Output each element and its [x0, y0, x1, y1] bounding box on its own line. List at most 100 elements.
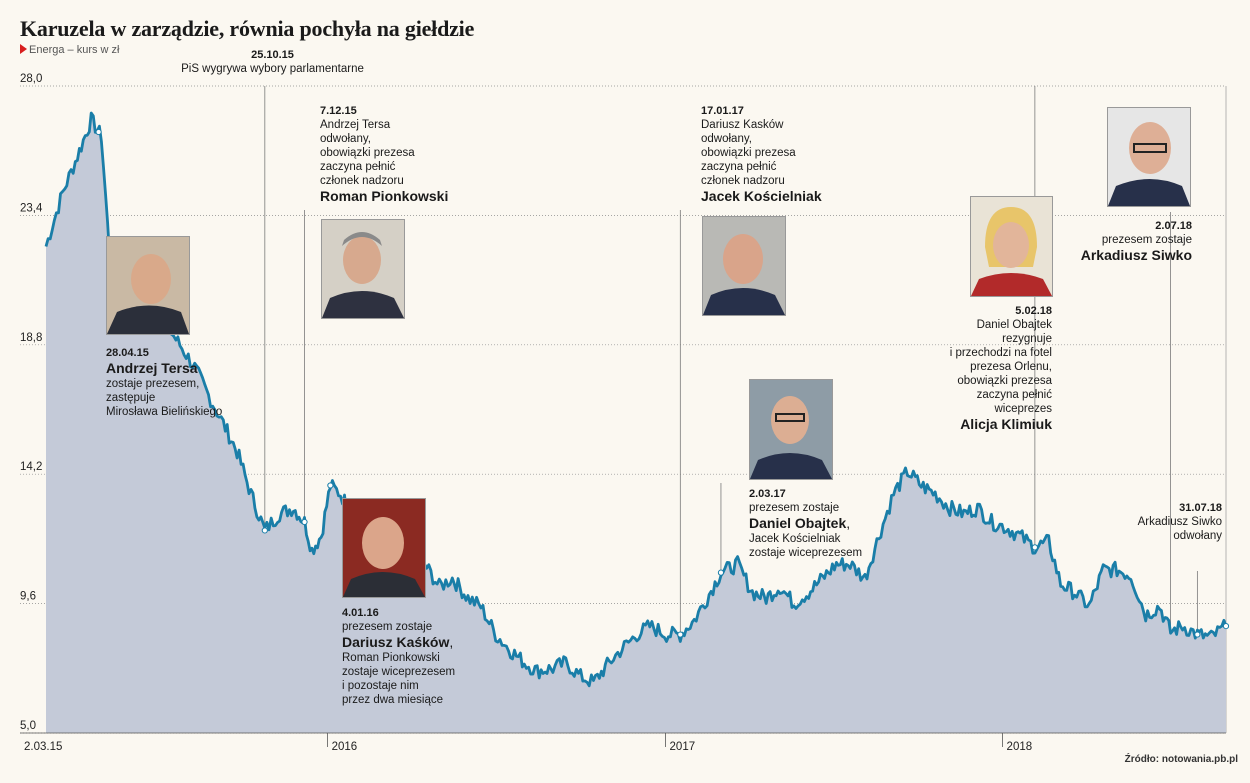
event-text: rezygnuje [1002, 333, 1052, 345]
event-text: Arkadiusz Siwko [1137, 516, 1222, 528]
event-text: Daniel Obajtek [976, 319, 1052, 331]
y-tick-label: 23,4 [20, 202, 43, 214]
event-text: członek nadzoru [701, 175, 785, 187]
source-note: Źródło: notowania.pb.pl [1124, 754, 1238, 765]
portrait-obajtek [749, 379, 833, 480]
x-axis: 2.03.15 2016 2017 2018 [20, 732, 1226, 753]
event-text: Dariusz Kasków [701, 119, 784, 131]
event-date: 17.01.17 [701, 105, 744, 117]
x-tick-label: 2016 [332, 741, 358, 753]
portrait-kaskow [342, 498, 426, 598]
event-text: odwołany [1173, 530, 1222, 542]
x-tick-label: 2.03.15 [24, 741, 62, 753]
event-text: prezesem zostaje [342, 621, 433, 633]
event-pis: 25.10.15 PiS wygrywa wybory parlamentarn… [160, 48, 385, 76]
y-tick-label: 18,8 [20, 332, 42, 344]
portrait-koscielniak [702, 216, 786, 316]
person-photo-icon [971, 197, 1052, 296]
event-date: 7.12.15 [320, 105, 357, 117]
chart-title: Karuzela w zarządzie, równia pochyła na … [20, 16, 475, 41]
event-koscielniak: 17.01.17 Dariusz Kasków odwołany, obowią… [701, 104, 822, 205]
event-person: Dariusz Kaśków, [342, 634, 454, 650]
event-text: obowiązki prezesa [701, 147, 796, 159]
event-text: Jacek Kościelniak [749, 533, 841, 545]
event-dot [677, 631, 684, 638]
event-siwko-odwolany: 31.07.18 Arkadiusz Siwko odwołany [1080, 501, 1222, 543]
portrait-tersa [106, 236, 190, 335]
event-person: Arkadiusz Siwko [1080, 247, 1192, 263]
event-person: Daniel Obajtek, [749, 515, 851, 531]
event-dot [95, 128, 102, 136]
event-date: 31.07.18 [1179, 502, 1222, 514]
event-text: zaczyna pełnić [701, 161, 777, 173]
event-text: zaczyna pełnić [976, 389, 1052, 401]
x-tick-label: 2017 [670, 741, 696, 753]
event-siwko: 2.07.18 prezesem zostaje Arkadiusz Siwko [1040, 219, 1192, 264]
event-text: prezesa Orlenu, [970, 361, 1052, 373]
event-dot [1194, 631, 1201, 638]
portrait-klimiuk [970, 196, 1053, 297]
event-date: 25.10.15 [251, 49, 294, 61]
event-dot [327, 482, 334, 489]
event-person: Jacek Kościelniak [701, 188, 822, 204]
person-photo-icon [750, 380, 832, 479]
y-tick-label: 14,2 [20, 461, 42, 473]
event-text: odwołany, [320, 133, 371, 145]
event-text: zaczyna pełnić [320, 161, 396, 173]
y-tick-label: 5,0 [20, 720, 36, 732]
event-text: Andrzej Tersa [320, 119, 391, 131]
event-tersa: 28.04.15 Andrzej Tersa zostaje prezesem,… [106, 346, 222, 419]
event-text: członek nadzoru [320, 175, 404, 187]
event-person: Roman Pionkowski [320, 188, 449, 204]
person-photo-icon [343, 499, 425, 597]
red-triangle-icon [20, 44, 27, 54]
event-dot [301, 518, 308, 526]
subtitle-text: Energa – kurs w zł [29, 44, 120, 56]
event-text: zostaje wiceprezesem [749, 547, 863, 559]
event-person: Andrzej Tersa [106, 360, 198, 376]
portrait-siwko [1107, 107, 1191, 207]
event-text: prezesem zostaje [749, 502, 840, 514]
person-photo-icon [1108, 108, 1190, 206]
y-tick-label: 28,0 [20, 73, 42, 85]
event-klimiuk: 5.02.18 Daniel Obajtek rezygnuje i przec… [900, 304, 1052, 433]
event-obajtek: 2.03.17 prezesem zostaje Daniel Obajtek,… [749, 487, 862, 560]
event-text: przez dwa miesiące [342, 694, 443, 706]
person-photo-icon [322, 220, 404, 318]
event-dot [1222, 623, 1230, 630]
event-dot [261, 527, 268, 534]
y-tick-label: 9,6 [20, 591, 36, 603]
x-tick-label: 2018 [1007, 741, 1033, 753]
price-area [46, 113, 1226, 733]
event-kaskow: 4.01.16 prezesem zostaje Dariusz Kaśków,… [342, 606, 455, 707]
chart-subtitle: Energa – kurs w zł [20, 44, 119, 56]
event-text: zastępuje [106, 392, 156, 404]
event-dots [95, 128, 1230, 638]
event-date: 5.02.18 [1015, 305, 1052, 317]
event-text: obowiązki prezesa [957, 375, 1052, 387]
event-pionkowski: 7.12.15 Andrzej Tersa odwołany, obowiązk… [320, 104, 448, 205]
event-text: i przechodzi na fotel [949, 347, 1052, 359]
price-line [44, 111, 1228, 688]
event-date: 2.03.17 [749, 488, 786, 500]
event-text: zostaje prezesem, [106, 378, 200, 390]
event-date: 28.04.15 [106, 347, 149, 359]
event-dot [1031, 544, 1038, 551]
event-dot [717, 569, 725, 576]
event-date: 2.07.18 [1155, 220, 1192, 232]
event-text: Roman Pionkowski [342, 652, 440, 664]
event-text: PiS wygrywa wybory parlamentarne [181, 63, 364, 75]
event-text: zostaje wiceprezesem [342, 666, 456, 678]
portrait-pionkowski [321, 219, 405, 319]
event-text: wiceprezes [994, 403, 1052, 415]
event-text: odwołany, [701, 133, 752, 145]
event-person: Alicja Klimiuk [960, 416, 1052, 432]
event-text: prezesem zostaje [1101, 234, 1192, 246]
person-photo-icon [107, 237, 189, 334]
event-date: 4.01.16 [342, 607, 379, 619]
event-text: obowiązki prezesa [320, 147, 415, 159]
event-text: Mirosława Bielińskiego [106, 406, 223, 418]
event-text: i pozostaje nim [342, 680, 419, 692]
person-photo-icon [703, 217, 785, 315]
